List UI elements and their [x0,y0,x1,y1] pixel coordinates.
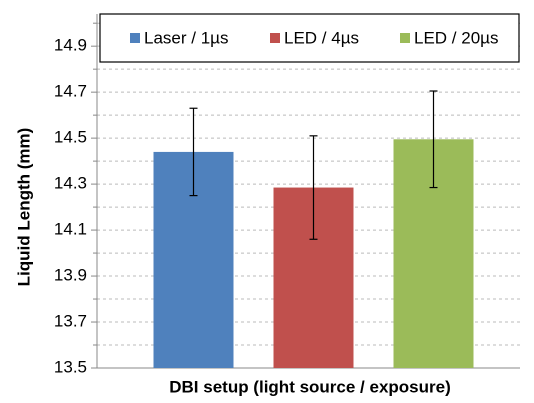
legend-label: Laser / 1µs [144,28,228,47]
y-tick-label: 14.1 [54,220,87,239]
y-tick-label: 14.3 [54,174,87,193]
y-tick-label: 13.7 [54,312,87,331]
legend-swatch [270,33,280,43]
legend-label: LED / 20µs [414,28,498,47]
legend-label: LED / 4µs [284,28,359,47]
legend [99,13,520,63]
y-tick-label: 14.5 [54,128,87,147]
y-tick-label: 13.5 [54,357,87,376]
legend-swatch [130,33,140,43]
x-axis-title: DBI setup (light source / exposure) [169,377,451,396]
y-axis-title: Liquid Length (mm) [14,128,33,287]
y-tick-label: 13.9 [54,266,87,285]
y-tick-label: 14.9 [54,36,87,55]
y-tick-label: 14.7 [54,82,87,101]
legend-swatch [400,33,410,43]
